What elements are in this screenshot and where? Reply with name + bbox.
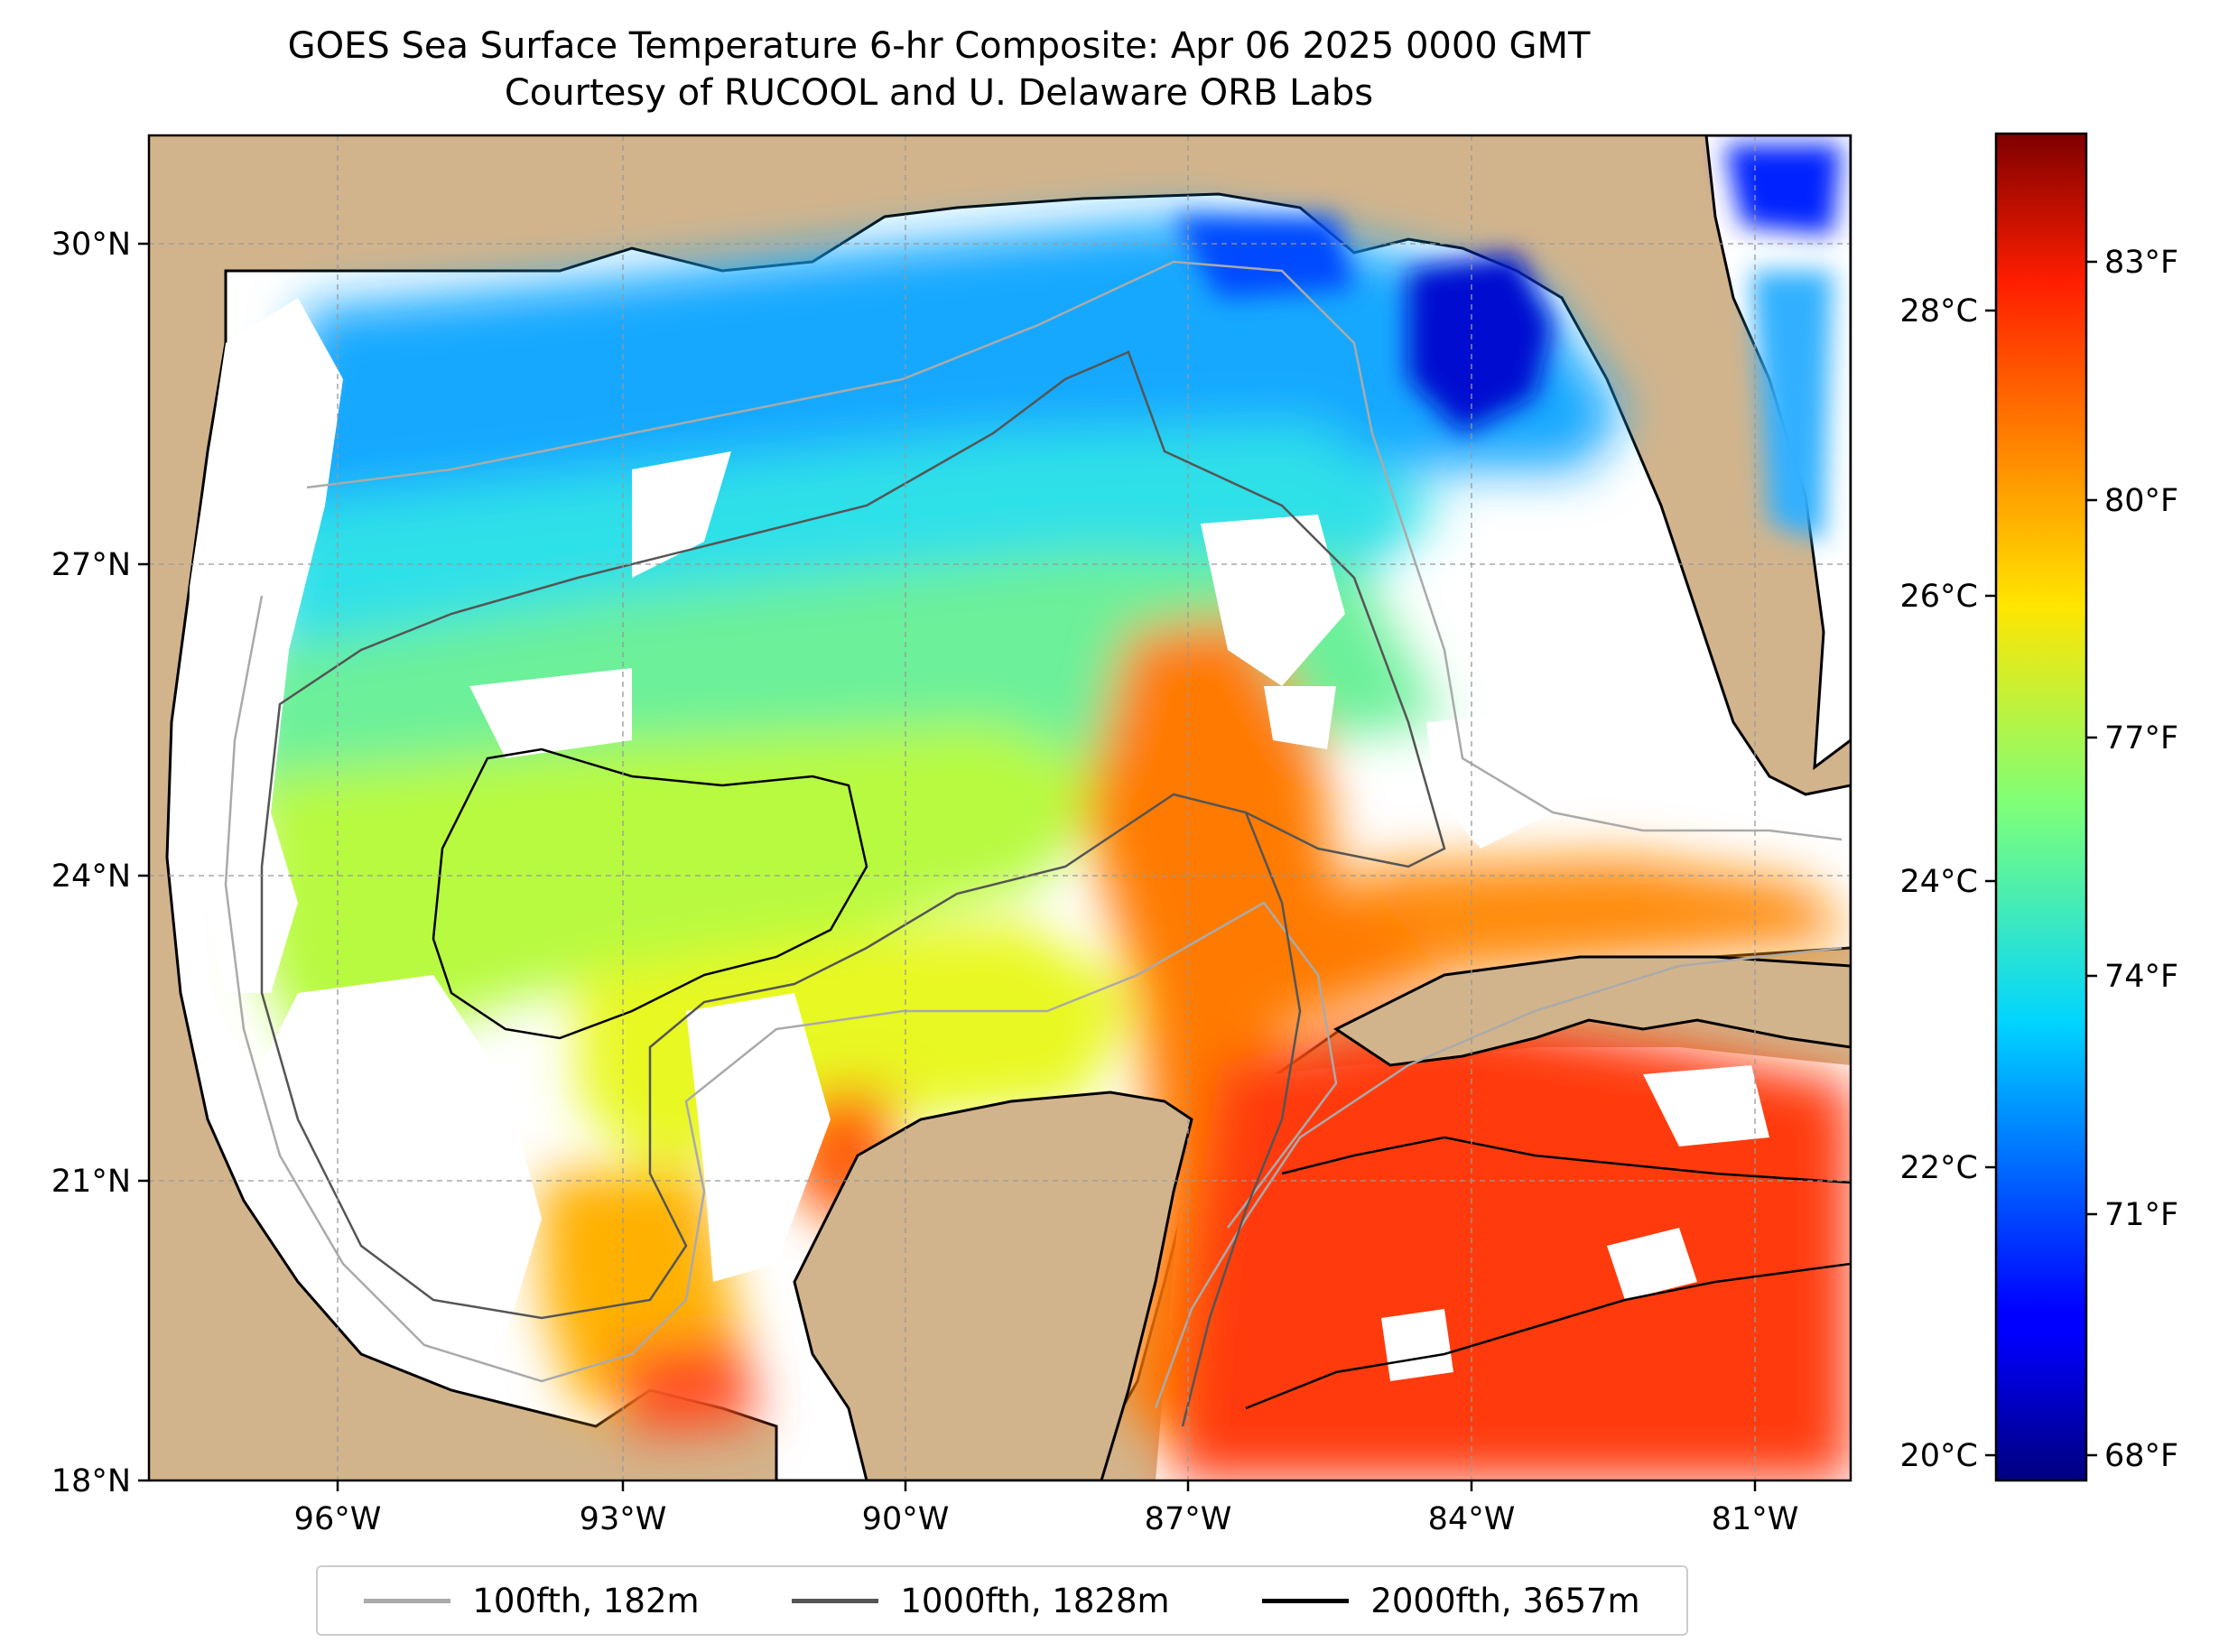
- lon-label-84w: 84°W: [1428, 1501, 1516, 1537]
- contour-legend: 100fth, 182m 1000fth, 1828m 2000fth, 365…: [316, 1565, 1688, 1636]
- legend-item-100fth: 100fth, 182m: [364, 1581, 700, 1620]
- legend-item-1000fth: 1000fth, 1828m: [792, 1581, 1170, 1620]
- colorbar-f-label-68: 68°F: [2104, 1438, 2178, 1474]
- colorbar-f-label-80: 80°F: [2104, 483, 2178, 519]
- legend-swatch-2000fth: [1262, 1598, 1350, 1603]
- map-panel: [149, 135, 1851, 1480]
- map-frame: [147, 134, 1852, 1482]
- lon-ticks: [336, 1480, 1757, 1491]
- contour-100fth: [224, 260, 1843, 1409]
- legend-item-2000fth: 2000fth, 3657m: [1262, 1581, 1640, 1620]
- legend-swatch-100fth: [364, 1598, 451, 1603]
- legend-label-100fth: 100fth, 182m: [472, 1581, 700, 1620]
- colorbar-c-label-26: 26°C: [1900, 579, 1978, 615]
- legend-swatch-1000fth: [792, 1598, 879, 1603]
- lon-label-90w: 90°W: [862, 1501, 950, 1537]
- colorbar: [1994, 132, 2088, 1482]
- map-subtitle: Courtesy of RUCOOL and U. Delaware ORB L…: [504, 72, 1374, 114]
- colorbar-f-label-71: 71°F: [2104, 1197, 2178, 1233]
- cuba-land: [1333, 955, 1851, 1067]
- bathymetry-contours: [224, 260, 1851, 1427]
- colorbar-ticks: [1985, 260, 2097, 1457]
- contour-2000fth: [432, 747, 1851, 1410]
- colorbar-f-label-77: 77°F: [2104, 720, 2178, 756]
- lat-label-30n: 30°N: [51, 227, 131, 263]
- colorbar-f-label-74: 74°F: [2104, 959, 2178, 995]
- lon-label-81w: 81°W: [1712, 1501, 1799, 1537]
- legend-label-2000fth: 2000fth, 3657m: [1370, 1581, 1640, 1620]
- map-title: GOES Sea Surface Temperature 6-hr Compos…: [287, 25, 1591, 67]
- colorbar-f-label-83: 83°F: [2104, 245, 2178, 281]
- lat-label-21n: 21°N: [51, 1164, 131, 1200]
- colorbar-c-label-22: 22°C: [1900, 1150, 1978, 1186]
- colorbar-c-label-20: 20°C: [1900, 1438, 1978, 1474]
- lat-label-18n: 18°N: [51, 1463, 131, 1499]
- no-data-patches: [185, 298, 1769, 1444]
- colorbar-c-label-24: 24°C: [1900, 864, 1978, 900]
- colorbar-c-label-28: 28°C: [1900, 293, 1978, 329]
- contour-1000fth: [260, 350, 1446, 1427]
- legend-label-1000fth: 1000fth, 1828m: [900, 1581, 1170, 1620]
- yucatan-land: [793, 1091, 1193, 1480]
- sst-cold-core: [1174, 144, 1842, 542]
- lon-label-93w: 93°W: [580, 1501, 667, 1537]
- lat-ticks: [138, 242, 149, 1482]
- lon-label-87w: 87°W: [1145, 1501, 1232, 1537]
- lat-label-27n: 27°N: [51, 547, 131, 583]
- lon-label-96w: 96°W: [294, 1501, 382, 1537]
- lat-label-24n: 24°N: [51, 858, 131, 895]
